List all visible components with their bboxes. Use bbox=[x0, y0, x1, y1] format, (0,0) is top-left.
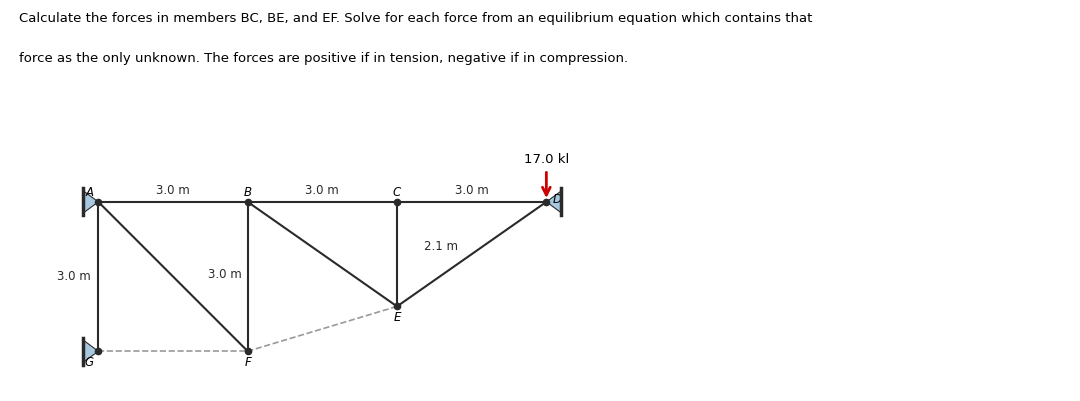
Polygon shape bbox=[83, 340, 98, 362]
Text: C: C bbox=[393, 186, 401, 199]
Text: 2.1 m: 2.1 m bbox=[424, 240, 458, 253]
Text: 3.0 m: 3.0 m bbox=[306, 184, 339, 197]
Text: E: E bbox=[393, 311, 401, 324]
Text: 3.0 m: 3.0 m bbox=[56, 270, 91, 283]
Polygon shape bbox=[83, 191, 98, 213]
Text: G: G bbox=[85, 356, 94, 369]
Text: 17.0 kl: 17.0 kl bbox=[524, 152, 569, 166]
Text: B: B bbox=[244, 186, 252, 199]
Text: Calculate the forces in members BC, BE, and EF. Solve for each force from an equ: Calculate the forces in members BC, BE, … bbox=[19, 12, 813, 25]
Text: D: D bbox=[553, 193, 562, 206]
Text: force as the only unknown. The forces are positive if in tension, negative if in: force as the only unknown. The forces ar… bbox=[19, 52, 629, 65]
Text: F: F bbox=[244, 356, 251, 369]
Text: A: A bbox=[85, 186, 93, 199]
Text: 3.0 m: 3.0 m bbox=[208, 267, 242, 281]
Text: 3.0 m: 3.0 m bbox=[455, 184, 488, 197]
Text: 3.0 m: 3.0 m bbox=[157, 184, 190, 197]
Polygon shape bbox=[546, 191, 562, 213]
